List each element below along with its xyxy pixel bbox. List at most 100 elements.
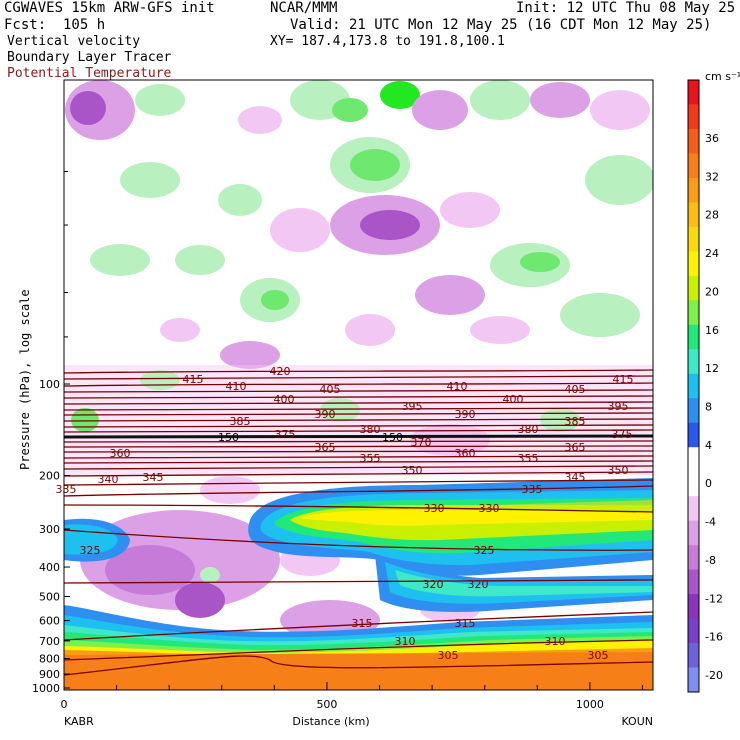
left-endpoint-label: KABR xyxy=(64,715,94,728)
init-time: Init: 12 UTC Thu 08 May 25 xyxy=(516,0,736,16)
theta-label: 390 xyxy=(315,408,336,421)
theta-label: 395 xyxy=(608,400,629,413)
colorbar-label: 24 xyxy=(705,247,719,260)
colorbar-swatch xyxy=(688,398,699,424)
colorbar-swatch xyxy=(688,80,699,105)
colorbar-swatch xyxy=(688,496,699,522)
theta-label: 400 xyxy=(503,393,524,406)
org-label: NCAR/MMM xyxy=(270,0,338,16)
colorbar-label: 36 xyxy=(705,132,719,145)
colorbar-label: 20 xyxy=(705,285,719,298)
theta-label: 385 xyxy=(230,415,251,428)
colorbar-swatch xyxy=(688,447,699,473)
y-tick-label: 500 xyxy=(39,590,60,603)
theta-label: 415 xyxy=(613,373,634,386)
y-axis-label: Pressure (hPa), log scale xyxy=(18,289,32,470)
theta-label: 340 xyxy=(98,473,119,486)
theta-label: 355 xyxy=(518,452,539,465)
theta-label: 410 xyxy=(447,380,468,393)
x-tick-label: 1000 xyxy=(576,698,604,711)
theta-label: 305 xyxy=(588,649,609,662)
colorbar-swatch xyxy=(688,324,699,350)
colorbar-swatch xyxy=(688,226,699,252)
theta-label: 310 xyxy=(545,635,566,648)
theta-label: 345 xyxy=(565,471,586,484)
y-tick-label: 800 xyxy=(39,653,60,666)
colorbar-label: 12 xyxy=(705,362,719,375)
theta-label: 405 xyxy=(320,383,341,396)
colorbar-swatch xyxy=(688,128,699,154)
colorbar-label: -20 xyxy=(705,669,723,682)
colorbar-swatch xyxy=(688,594,699,620)
colorbar-swatch xyxy=(688,202,699,228)
colorbar-label: 28 xyxy=(705,209,719,222)
field-boundary-layer-tracer: Boundary Layer Tracer xyxy=(7,50,172,65)
theta-label: 415 xyxy=(183,373,204,386)
distance-axis: 0 500 1000 xyxy=(61,682,643,711)
colorbar-swatch xyxy=(688,373,699,399)
colorbar-swatch xyxy=(688,153,699,179)
field-vertical-velocity: Vertical velocity xyxy=(7,34,141,49)
theta-label: 315 xyxy=(352,617,373,630)
theta-label: 335 xyxy=(56,483,77,496)
theta-contours xyxy=(63,369,654,676)
colorbar-unit: cm s⁻¹ xyxy=(705,70,740,83)
forecast-hour: Fcst: 105 h xyxy=(4,17,106,33)
y-tick-label: 400 xyxy=(39,561,60,574)
colorbar-label: -12 xyxy=(705,592,723,605)
colorbar-swatch xyxy=(688,275,699,301)
theta-label: 305 xyxy=(438,649,459,662)
model-title: CGWAVES 15km ARW-GFS init xyxy=(4,0,215,16)
colorbar-label: 0 xyxy=(705,477,712,490)
theta-label: 365 xyxy=(315,441,336,454)
colorbar-swatch xyxy=(688,618,699,644)
colorbar-swatch xyxy=(688,643,699,669)
colorbar-swatch xyxy=(688,251,699,277)
theta-label: 410 xyxy=(226,380,247,393)
theta-label: 405 xyxy=(565,383,586,396)
colorbar-swatch xyxy=(688,349,699,375)
y-tick-label: 200 xyxy=(39,470,60,483)
theta-contour-labels: 415 415 410 410 420 405 405 400 400 395 395 390 390 3… xyxy=(56,365,634,662)
theta-label: 330 xyxy=(479,502,500,515)
colorbar-label: -16 xyxy=(705,631,723,644)
theta-label: 390 xyxy=(455,408,476,421)
colorbar-swatch xyxy=(688,569,699,595)
theta-label: 350 xyxy=(402,464,423,477)
colorbar-label: 16 xyxy=(705,324,719,337)
field-potential-temperature: Potential Temperature xyxy=(7,66,172,81)
theta-label: 375 xyxy=(275,428,296,441)
x-axis-label: Distance (km) xyxy=(292,715,369,728)
theta-label: 355 xyxy=(360,452,381,465)
colorbar-label: 8 xyxy=(705,401,712,414)
y-tick-label: 900 xyxy=(39,668,60,681)
theta-label: 365 xyxy=(565,441,586,454)
colorbar-swatch xyxy=(688,520,699,546)
x-tick-label: 0 xyxy=(61,698,68,711)
xy-endpoints: XY= 187.4,173.8 to 191.8,100.1 xyxy=(270,34,505,49)
right-endpoint-label: KOUN xyxy=(621,715,653,728)
y-tick-label: 600 xyxy=(39,615,60,628)
boundary-layer-tracer-field xyxy=(64,478,653,690)
colorbar-swatch xyxy=(688,104,699,130)
theta-label: 320 xyxy=(423,578,444,591)
velocity-colorbar: 36 32 28 24 20 16 12 8 4 0 -4 -8 -12 -16 -20 xyxy=(687,79,723,693)
theta-label: 315 xyxy=(455,617,476,630)
theta-label: 380 xyxy=(518,423,539,436)
colorbar-label: -8 xyxy=(705,554,716,567)
theta-label: 375 xyxy=(612,428,633,441)
theta-label: 310 xyxy=(395,635,416,648)
y-tick-label: 1000 xyxy=(32,682,60,695)
colorbar-swatch xyxy=(688,545,699,571)
theta-label: 360 xyxy=(455,447,476,460)
theta-label: 370 xyxy=(411,436,432,449)
theta-label: 325 xyxy=(80,544,101,557)
x-tick-label: 500 xyxy=(316,698,337,711)
colorbar-frame xyxy=(687,79,700,693)
tracer-label-mid: 150 xyxy=(382,431,403,444)
theta-label: 325 xyxy=(474,544,495,557)
plot-frame xyxy=(63,79,654,691)
colorbar-swatch xyxy=(688,667,699,693)
